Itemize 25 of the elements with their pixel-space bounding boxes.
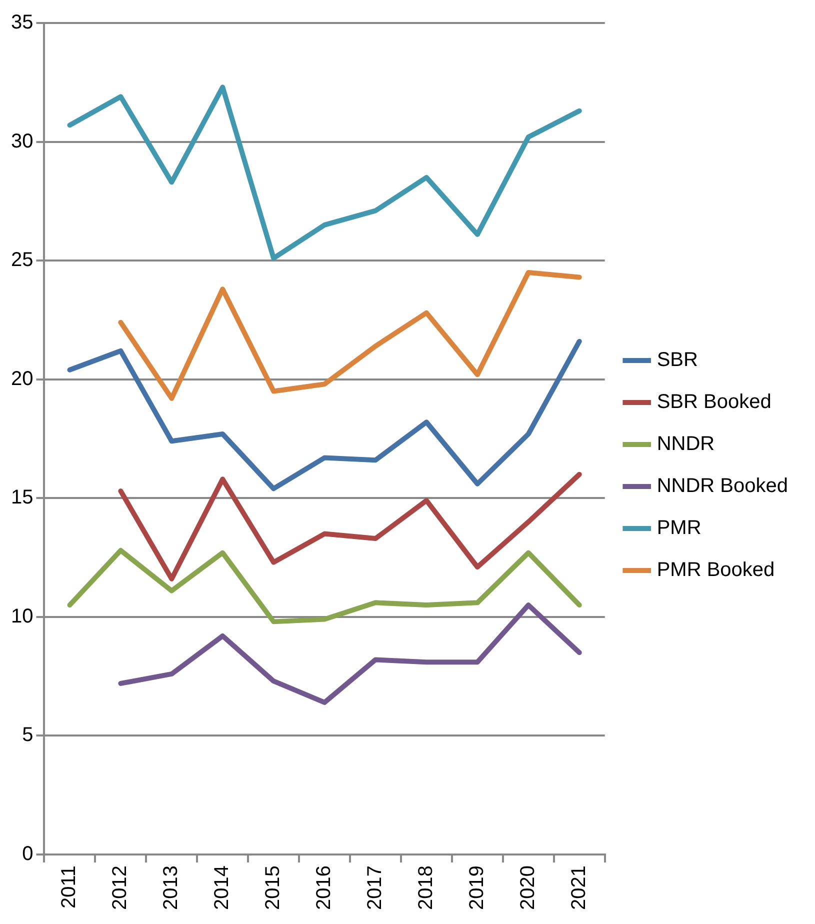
y-tick-label: 0 bbox=[22, 843, 34, 866]
legend-label: SBR Booked bbox=[656, 391, 772, 414]
x-tick-label: 2013 bbox=[160, 866, 182, 910]
x-tick-label: 2012 bbox=[109, 866, 132, 910]
legend-label: PMR bbox=[656, 517, 702, 540]
x-tick-label: 2017 bbox=[364, 866, 386, 910]
x-tick-label: 2019 bbox=[466, 866, 488, 910]
x-tick-label: 2018 bbox=[414, 866, 437, 910]
legend-label: PMR Booked bbox=[656, 559, 775, 582]
legend-label: NNDR Booked bbox=[656, 475, 788, 498]
legend-label: SBR bbox=[656, 349, 698, 372]
x-tick-label: 2016 bbox=[313, 866, 336, 910]
y-tick-label: 20 bbox=[10, 368, 34, 390]
y-tick-label: 10 bbox=[10, 605, 34, 628]
y-tick-label: 25 bbox=[10, 249, 34, 272]
x-tick-label: 2015 bbox=[262, 866, 284, 910]
x-tick-label: 2014 bbox=[211, 866, 234, 910]
y-tick-label: 15 bbox=[10, 486, 34, 509]
y-tick-label: 5 bbox=[22, 724, 34, 746]
legend-label: NNDR bbox=[656, 433, 715, 456]
y-tick-label: 30 bbox=[10, 130, 34, 152]
x-tick-label: 2011 bbox=[58, 866, 80, 909]
x-tick-label: 2021 bbox=[568, 866, 590, 910]
x-tick-label: 2020 bbox=[516, 866, 539, 910]
y-tick-label: 35 bbox=[10, 12, 34, 34]
